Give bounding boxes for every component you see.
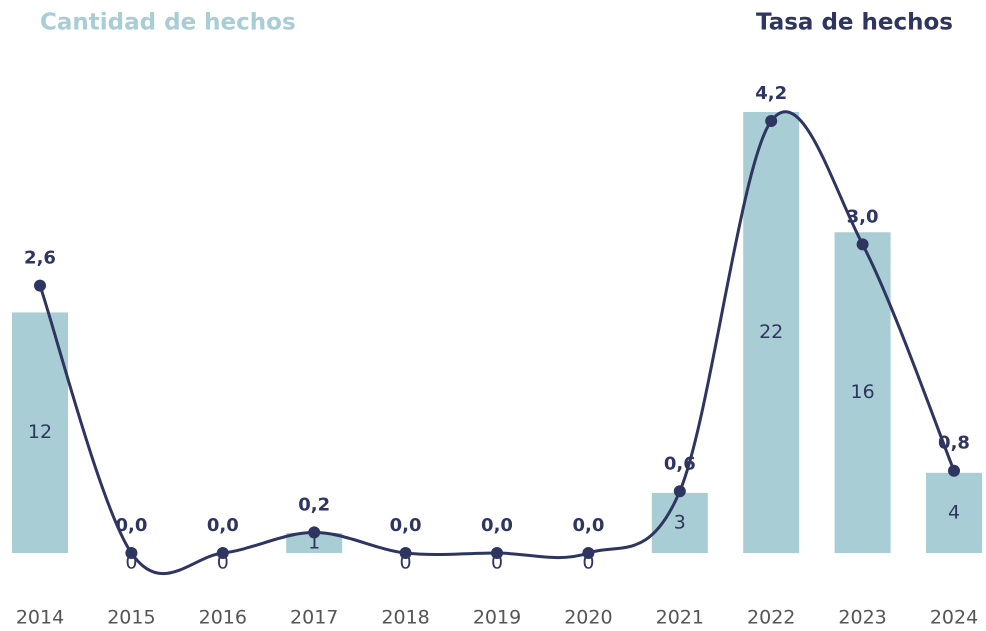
bar (926, 472, 982, 553)
rate-label: 2,6 (24, 248, 56, 269)
x-tick-label: 2023 (838, 607, 886, 629)
x-tick-label: 2015 (107, 607, 155, 629)
rate-point (856, 238, 869, 251)
rate-label: 0,0 (390, 515, 422, 536)
bar-label: 4 (948, 501, 960, 523)
x-tick-label: 2018 (381, 607, 429, 629)
rate-label: 0,0 (115, 515, 147, 536)
bar-label: 3 (674, 511, 686, 533)
rate-point (582, 547, 595, 559)
rate-point (765, 115, 778, 127)
x-tick-label: 2019 (473, 607, 521, 629)
x-tick-label: 2022 (747, 607, 795, 629)
rate-point (491, 547, 503, 559)
x-tick-label: 2016 (199, 607, 247, 629)
bar (743, 112, 800, 553)
rate-point (34, 279, 46, 292)
x-tick-label: 2014 (16, 607, 64, 629)
rate-line (38, 110, 956, 576)
x-tick-label: 2024 (930, 607, 978, 629)
rate-label: 0,8 (938, 433, 970, 454)
bar-label: 16 (851, 381, 875, 403)
bar-series-title: Cantidad de hechos (40, 10, 296, 36)
rate-label: 0,6 (664, 453, 696, 474)
rate-label: 3,0 (847, 206, 879, 227)
bar (286, 532, 343, 553)
x-tick-label: 2021 (656, 607, 704, 629)
bar-label: 22 (759, 321, 783, 343)
rate-point (308, 526, 321, 539)
rate-label: 0,2 (298, 494, 330, 515)
rate-point (125, 547, 138, 559)
rate-point (673, 485, 686, 498)
rate-label: 0,0 (481, 515, 513, 536)
rate-point (399, 547, 412, 559)
rate-label: 0,0 (572, 515, 604, 536)
rate-point (948, 464, 960, 477)
line-series-title: Tasa de hechos (756, 10, 953, 36)
x-tick-label: 2020 (564, 607, 612, 629)
bar-label: 12 (28, 421, 52, 443)
rate-label: 0,0 (207, 515, 239, 536)
x-tick-label: 2017 (290, 607, 338, 629)
rate-point (216, 547, 229, 559)
rate-label: 4,2 (755, 83, 787, 104)
